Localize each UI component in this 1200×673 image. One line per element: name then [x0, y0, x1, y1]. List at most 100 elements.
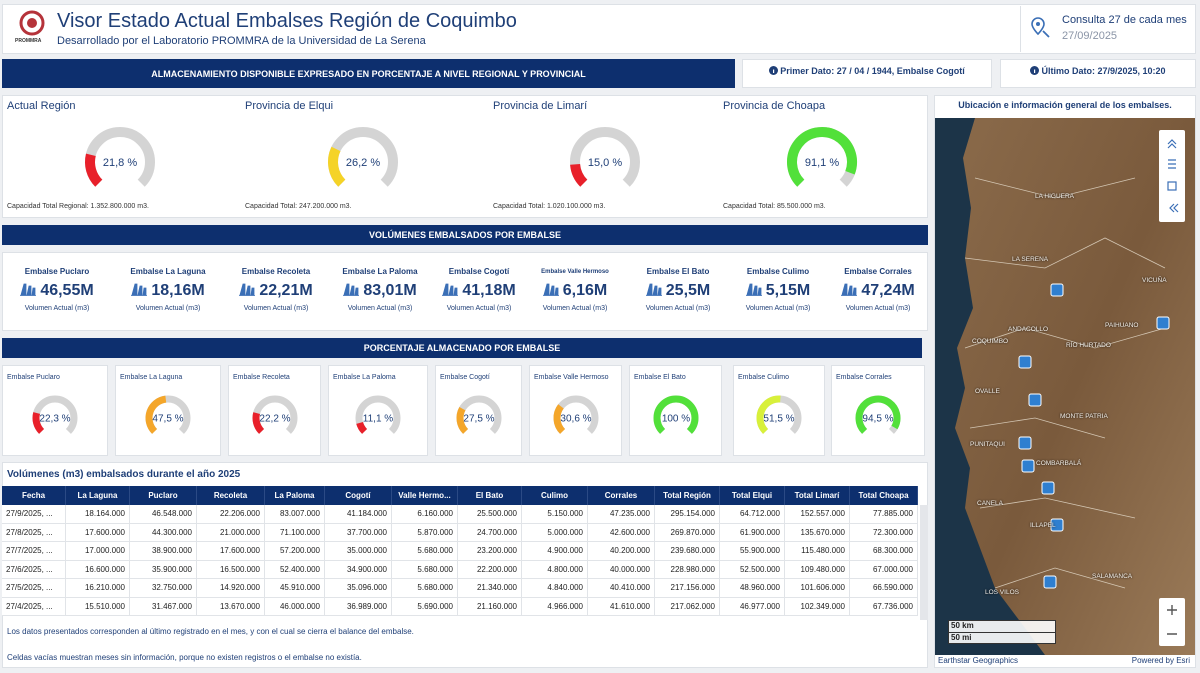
gauge-capacity: Capacidad Total Regional: 1.352.800.000 …	[7, 203, 149, 210]
card-title: Embalse Puclaro	[7, 374, 60, 381]
map-label: PUNITAQUI	[970, 441, 1005, 448]
table-cell: 4.966.000	[522, 597, 588, 616]
info-bar	[773, 69, 775, 73]
card-title: Embalse Valle Hermoso	[534, 374, 609, 381]
percent-card	[629, 365, 722, 456]
table-cell: 135.670.000	[785, 523, 850, 542]
table-cell: 68.300.000	[850, 542, 918, 561]
table-cell: 16.600.000	[66, 560, 130, 579]
map-label: ANDACOLLO	[1008, 326, 1049, 333]
dam-shape	[343, 283, 360, 296]
table-cell: 295.154.000	[655, 505, 720, 524]
info-text: Primer Dato: 27 / 04 / 1944, Embalse Cog…	[780, 66, 965, 76]
volume-value: 18,16M	[151, 282, 205, 299]
dam-shape	[745, 283, 762, 296]
table-header-cell: La Laguna	[66, 486, 130, 505]
card-title: Embalse La Paloma	[333, 374, 396, 381]
volume-value: 6,16M	[562, 282, 608, 299]
table-cell: 46.000.000	[265, 597, 325, 616]
table-cell: 42.600.000	[588, 523, 655, 542]
gauge-track	[355, 395, 401, 434]
table-cell: 5.680.000	[392, 560, 458, 579]
gauge: 15,0 %	[570, 127, 640, 187]
table-cell: 40.000.000	[588, 560, 655, 579]
table-cell: 38.900.000	[130, 542, 197, 561]
table-cell: 13.670.000	[197, 597, 265, 616]
table-cell: 21.160.000	[458, 597, 522, 616]
gauge: 94,5 %	[855, 395, 901, 434]
reservoir-marker	[1018, 355, 1032, 369]
dam-icon	[239, 283, 256, 296]
table-cell: 72.300.000	[850, 523, 918, 542]
volume-value: 46,55M	[40, 282, 94, 299]
first-data-box	[742, 59, 992, 88]
gauge: 91,1 %	[787, 127, 857, 187]
volume-unit: Volumen Actual (m3)	[446, 305, 512, 312]
table-cell: 77.885.000	[850, 505, 918, 524]
gauge-label: 94,5 %	[862, 414, 893, 425]
volume-row: 5,15M	[723, 282, 833, 300]
dam-shape	[442, 283, 459, 296]
volumes-banner: VOLÚMENES EMBALSADOS POR EMBALSE	[2, 225, 928, 245]
table-cell: 52.500.000	[720, 560, 785, 579]
dam-icon	[20, 283, 37, 296]
table-cell: 269.870.000	[655, 523, 720, 542]
powered-by: Powered by Esri	[1131, 656, 1190, 665]
map	[935, 118, 1195, 655]
table-cell: 152.557.000	[785, 505, 850, 524]
reservoir-marker	[1156, 316, 1170, 330]
note: Celdas vacías muestran meses sin informa…	[7, 653, 362, 662]
reservoir-name: Embalse Puclaro	[24, 267, 90, 276]
reservoir-marker	[1041, 481, 1055, 495]
gauge-value	[570, 163, 588, 187]
table-cell: 27/4/2025, ...	[2, 597, 66, 616]
percent-card	[328, 365, 428, 456]
table-cell: 17.000.000	[66, 542, 130, 561]
table-cell: 67.000.000	[850, 560, 918, 579]
percent-card	[228, 365, 321, 456]
table-header-cell: Culimo	[522, 486, 588, 505]
volume-row: 6,16M	[520, 282, 630, 300]
volume-unit: Volumen Actual (m3)	[135, 305, 201, 312]
table-cell: 217.156.000	[655, 579, 720, 598]
gauge: 27,5 %	[456, 395, 501, 434]
map-label: MONTE PATRIA	[1060, 413, 1108, 420]
gauge-label: 47,5 %	[152, 414, 183, 425]
card-title: Embalse Cogotí	[440, 374, 490, 381]
map-label: SALAMANCA	[1092, 573, 1133, 580]
gauge-value	[252, 412, 264, 434]
table-header-cell: Valle Hermo...	[392, 486, 458, 505]
table-cell: 31.467.000	[130, 597, 197, 616]
map-title: Ubicación e información general de los e…	[958, 100, 1172, 110]
table-title: Volúmenes (m3) embalsados durante el año…	[7, 469, 241, 480]
gauges-panel	[2, 95, 928, 218]
gauge-value	[787, 127, 857, 187]
reservoir-marker	[1018, 436, 1032, 450]
table-cell: 18.164.000	[66, 505, 130, 524]
gauge-capacity: Capacidad Total: 247.200.000 m3.	[245, 203, 352, 210]
table-header-cell: Cogotí	[325, 486, 392, 505]
table-cell: 16.210.000	[66, 579, 130, 598]
table-cell: 6.160.000	[392, 505, 458, 524]
map-label: RÍO HURTADO	[1066, 342, 1111, 349]
volume-row: 83,01M	[325, 282, 435, 300]
table-cell: 5.680.000	[392, 579, 458, 598]
map-label: LOS VILOS	[985, 589, 1019, 596]
card-title: Embalse Corrales	[836, 374, 892, 381]
table-header-cell: Puclaro	[130, 486, 197, 505]
table-header-cell: La Paloma	[265, 486, 325, 505]
volume-row: 47,24M	[823, 282, 933, 300]
volume-value: 47,24M	[861, 282, 915, 299]
table-cell: 5.680.000	[392, 542, 458, 561]
table-cell: 22.200.000	[458, 560, 522, 579]
volume-unit: Volumen Actual (m3)	[347, 305, 413, 312]
map-label: LA HIGUERA	[1035, 193, 1075, 200]
table-header-cell: Total Región	[655, 486, 720, 505]
dam-shape	[131, 283, 148, 296]
table-cell: 46.548.000	[130, 505, 197, 524]
gauge-value	[456, 407, 468, 434]
gauge-label: 91,1 %	[805, 157, 839, 169]
reservoir-marker	[1050, 518, 1064, 532]
table-cell: 27/9/2025, ...	[2, 505, 66, 524]
reservoir-name: Embalse Valle Hermoso	[541, 269, 609, 275]
